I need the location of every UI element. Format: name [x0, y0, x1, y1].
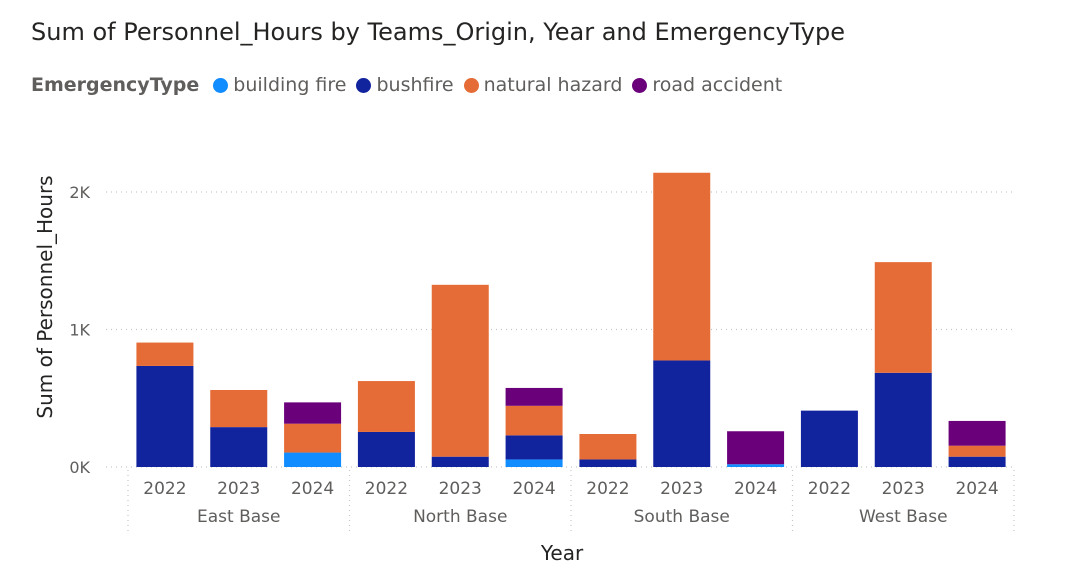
bar-segment-natural-hazard: [653, 172, 711, 361]
bar-segment-bushfire: [948, 456, 1006, 467]
x-tick-label: 2024: [955, 479, 998, 499]
bar-segment-bushfire: [874, 372, 932, 467]
x-tick-label: 2023: [660, 479, 703, 499]
bar-segment-road-accident: [505, 387, 563, 406]
bar-segment-bushfire: [800, 410, 858, 467]
bar-segment-natural-hazard: [210, 390, 268, 428]
bar-segment-natural-hazard: [874, 262, 932, 373]
x-tick-label: 2024: [512, 479, 555, 499]
y-tick-label: 1K: [69, 321, 90, 340]
legend-label: bushfire: [376, 74, 454, 96]
x-tick-label: 2024: [291, 479, 334, 499]
legend: EmergencyType building fire bushfire nat…: [31, 71, 792, 99]
bar-segment-natural-hazard: [357, 381, 415, 432]
y-tick-label: 2K: [69, 183, 90, 202]
axes: 0K 1K 2K 2022 2023 2024 2022 2023 2024 2022 2023 20…: [69, 183, 1015, 534]
group-label: East Base: [197, 507, 280, 527]
legend-item-building-fire[interactable]: building fire: [213, 74, 346, 96]
bar-segment-natural-hazard: [505, 405, 563, 436]
bar-segment-natural-hazard: [284, 423, 342, 453]
y-tick-label: 0K: [69, 458, 90, 477]
group-label: North Base: [413, 507, 507, 527]
bar-segment-building-fire: [727, 464, 785, 467]
bar-segment-bushfire: [653, 360, 711, 467]
bar-segment-bushfire: [505, 435, 563, 460]
x-tick-label: 2022: [808, 479, 851, 499]
bar-segment-natural-hazard: [579, 434, 637, 460]
bar-segment-road-accident: [727, 431, 785, 465]
legend-label: building fire: [233, 74, 347, 96]
x-axis-title: Year: [540, 541, 584, 565]
bar-segment-road-accident: [284, 402, 342, 424]
legend-item-natural-hazard[interactable]: natural hazard: [463, 74, 623, 96]
bar-segment-bushfire: [210, 427, 268, 467]
x-tick-label: 2023: [439, 479, 482, 499]
bar-segment-natural-hazard: [431, 284, 489, 457]
bar-segment-building-fire: [505, 459, 563, 467]
x-tick-label: 2024: [734, 479, 777, 499]
chart-title: Sum of Personnel_Hours by Teams_Origin, …: [31, 18, 845, 46]
bar-segment-bushfire: [136, 365, 194, 467]
bar-segment-bushfire: [579, 459, 637, 467]
bar-segment-bushfire: [357, 431, 415, 467]
legend-marker-icon: [356, 77, 372, 93]
legend-item-bushfire[interactable]: bushfire: [356, 74, 454, 96]
x-tick-label: 2023: [882, 479, 925, 499]
bar-segment-road-accident: [948, 420, 1006, 446]
legend-title: EmergencyType: [31, 74, 200, 96]
x-tick-label: 2023: [217, 479, 260, 499]
legend-item-road-accident[interactable]: road accident: [632, 74, 782, 96]
bar-segment-bushfire: [431, 456, 489, 467]
y-axis-title: Sum of Personnel_Hours: [33, 175, 57, 418]
bar-segment-building-fire: [284, 452, 342, 467]
x-tick-label: 2022: [586, 479, 629, 499]
bar-segment-natural-hazard: [948, 445, 1006, 457]
bar-segment-natural-hazard: [136, 342, 194, 366]
legend-marker-icon: [463, 77, 479, 93]
x-tick-label: 2022: [365, 479, 408, 499]
group-label: South Base: [634, 507, 730, 527]
legend-label: road accident: [652, 74, 783, 96]
legend-label: natural hazard: [483, 74, 623, 96]
x-tick-label: 2022: [143, 479, 186, 499]
legend-marker-icon: [213, 77, 229, 93]
group-label: West Base: [859, 507, 948, 527]
legend-marker-icon: [632, 77, 648, 93]
bars: [136, 172, 1006, 467]
